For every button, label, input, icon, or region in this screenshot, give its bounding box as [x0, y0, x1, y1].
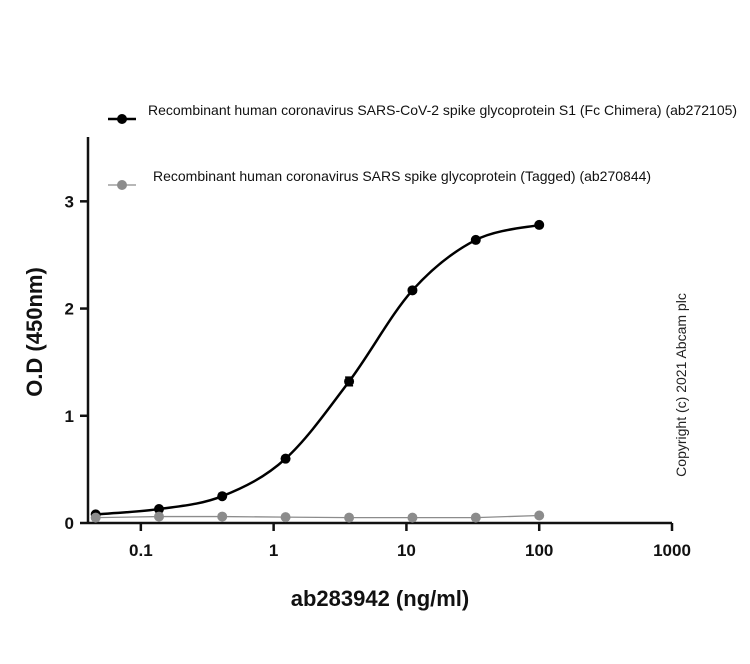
data-point — [280, 453, 291, 464]
data-point — [153, 504, 164, 515]
x-tick-label: 0.1 — [129, 541, 153, 560]
legend-marker — [117, 180, 127, 190]
data-point — [534, 219, 545, 230]
legend-label: Recombinant human coronavirus SARS spike… — [153, 168, 652, 184]
data-point — [534, 510, 545, 521]
y-axis-title: O.D (450nm) — [22, 267, 47, 397]
legend-label: Recombinant human coronavirus SARS-CoV-2… — [148, 102, 738, 118]
series-line — [95, 514, 540, 519]
data-point — [90, 512, 101, 523]
y-tick-label: 3 — [65, 192, 74, 211]
x-tick-label: 100 — [525, 541, 553, 560]
series-line — [95, 223, 540, 516]
data-point — [407, 285, 418, 296]
y-tick-label: 1 — [65, 407, 74, 426]
x-axis-title: ab283942 (ng/ml) — [291, 586, 470, 611]
data-point — [344, 512, 355, 523]
data-point — [153, 511, 164, 522]
data-point — [280, 512, 291, 523]
x-tick-label: 10 — [397, 541, 416, 560]
data-point — [407, 512, 418, 523]
x-tick-label: 1 — [269, 541, 278, 560]
data-point — [217, 491, 228, 502]
data-point — [470, 234, 481, 245]
x-tick-label: 1000 — [653, 541, 691, 560]
data-point — [217, 511, 228, 522]
copyright: Copyright (c) 2021 Abcam plc — [673, 293, 689, 477]
y-tick-label: 0 — [65, 514, 74, 533]
data-point — [470, 512, 481, 523]
data-point — [344, 376, 355, 387]
legend-marker — [117, 114, 127, 124]
y-tick-label: 2 — [65, 300, 74, 319]
